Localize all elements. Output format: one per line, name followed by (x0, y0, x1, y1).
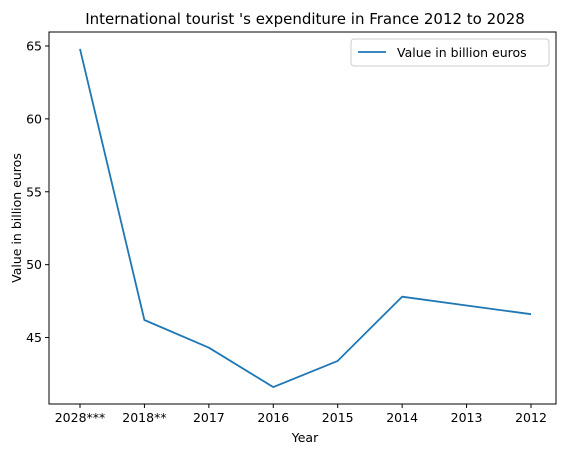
y-axis-label: Value in billion euros (9, 153, 24, 283)
y-tick-label: 60 (26, 111, 42, 126)
x-axis: 2028*** 2018** 2017 2016 2015 2014 2013 2012 (55, 404, 547, 425)
y-tick-label: 65 (26, 38, 42, 53)
x-tick-label: 2013 (451, 410, 483, 425)
x-tick-label: 2014 (386, 410, 418, 425)
x-axis-label: Year (291, 430, 319, 445)
x-tick-label: 2028*** (55, 410, 106, 425)
y-tick-label: 55 (26, 184, 42, 199)
y-tick-label: 50 (26, 257, 42, 272)
plot-frame (48, 31, 557, 405)
y-tick-label: 45 (26, 330, 42, 345)
legend-label: Value in billion euros (397, 45, 527, 60)
x-tick-label: 2017 (193, 410, 225, 425)
y-axis: 45 50 55 60 65 (26, 38, 49, 345)
x-tick-label: 2018** (122, 410, 166, 425)
plot-area (79, 48, 532, 389)
series-line (79, 48, 532, 389)
legend: Value in billion euros (350, 38, 550, 67)
x-tick-label: 2016 (257, 410, 289, 425)
chart-title: International tourist 's expenditure in … (85, 10, 525, 28)
x-tick-label: 2015 (322, 410, 354, 425)
x-tick-label: 2012 (515, 410, 547, 425)
legend-box (350, 38, 550, 67)
